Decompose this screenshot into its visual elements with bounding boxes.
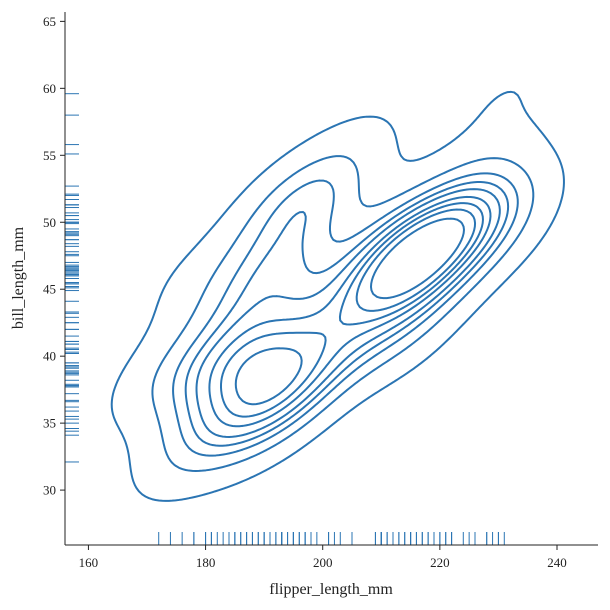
y-tick-label: 40	[43, 349, 56, 364]
y-tick-label: 45	[43, 282, 56, 297]
kde-contour	[110, 90, 565, 502]
kde-contour	[151, 155, 535, 472]
kde-contour	[234, 208, 477, 406]
kde-contour	[184, 181, 510, 447]
kde-contour	[195, 188, 501, 438]
y-tick-label: 60	[43, 81, 56, 96]
x-tick-label: 240	[547, 555, 567, 570]
kde-contours	[110, 90, 565, 502]
kde-contour	[208, 195, 492, 428]
x-tick-label: 160	[79, 555, 99, 570]
kde-contour	[369, 217, 465, 300]
y-tick-label: 50	[43, 215, 56, 230]
y-tick-label: 35	[43, 416, 56, 431]
y-tick-label: 30	[43, 483, 56, 498]
kde-contour	[220, 202, 484, 418]
y-tick-label: 55	[43, 148, 56, 163]
y-axis-label: bill_length_mm	[10, 226, 27, 329]
y-tick-label: 65	[43, 14, 56, 29]
x-tick-label: 220	[430, 555, 450, 570]
kde-contour	[172, 172, 519, 457]
x-axis-label: flipper_length_mm	[269, 581, 393, 598]
rugs	[65, 93, 505, 545]
x-tick-label: 180	[196, 555, 216, 570]
x-tick-label: 200	[313, 555, 333, 570]
